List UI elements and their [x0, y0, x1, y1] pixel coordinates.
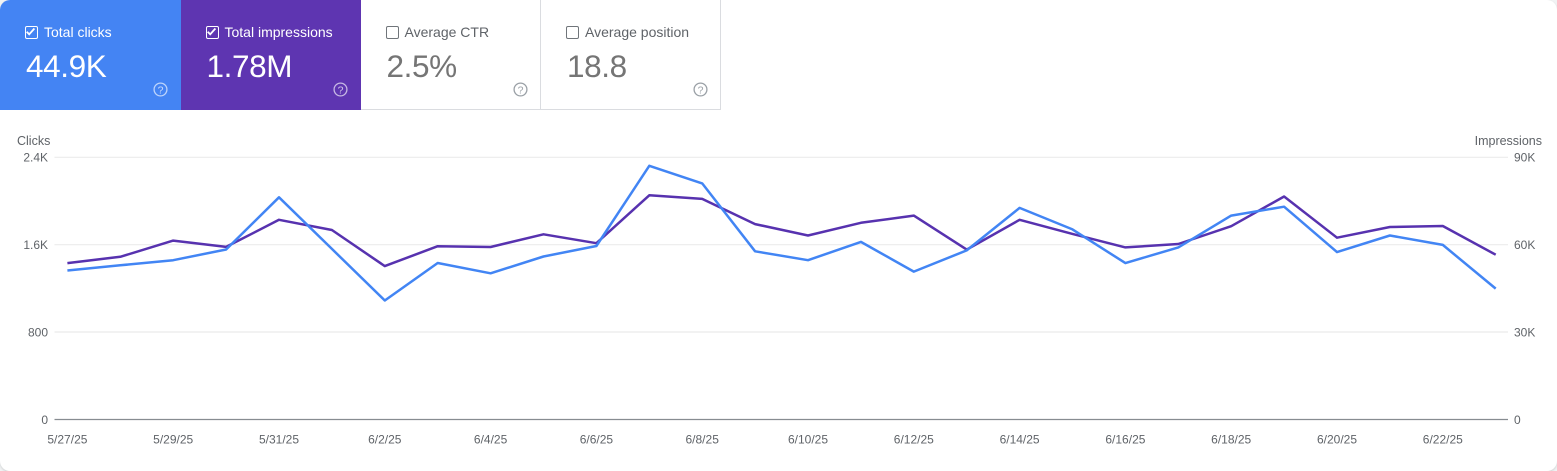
svg-text:5/29/25: 5/29/25	[153, 433, 193, 447]
svg-text:?: ?	[157, 84, 163, 96]
svg-text:6/20/25: 6/20/25	[1317, 433, 1357, 447]
svg-text:Impressions: Impressions	[1475, 134, 1542, 148]
svg-text:6/6/25: 6/6/25	[580, 433, 614, 447]
svg-text:6/18/25: 6/18/25	[1211, 433, 1251, 447]
svg-text:60K: 60K	[1514, 238, 1535, 252]
svg-text:?: ?	[697, 84, 703, 96]
svg-text:30K: 30K	[1514, 325, 1535, 339]
svg-text:6/4/25: 6/4/25	[474, 433, 508, 447]
svg-text:Clicks: Clicks	[17, 134, 50, 148]
svg-text:?: ?	[338, 84, 344, 96]
svg-text:6/12/25: 6/12/25	[894, 433, 934, 447]
svg-text:90K: 90K	[1514, 151, 1535, 165]
svg-text:0: 0	[41, 413, 48, 427]
svg-text:1.6K: 1.6K	[23, 238, 48, 252]
svg-text:800: 800	[28, 325, 48, 339]
svg-text:6/22/25: 6/22/25	[1423, 433, 1463, 447]
svg-text:0: 0	[1514, 413, 1521, 427]
svg-text:5/31/25: 5/31/25	[259, 433, 299, 447]
svg-text:6/10/25: 6/10/25	[788, 433, 828, 447]
svg-text:6/8/25: 6/8/25	[686, 433, 720, 447]
svg-text:5/27/25: 5/27/25	[47, 433, 87, 447]
svg-text:6/2/25: 6/2/25	[368, 433, 402, 447]
svg-text:2.4K: 2.4K	[23, 151, 48, 165]
svg-text:6/14/25: 6/14/25	[1000, 433, 1040, 447]
svg-text:6/16/25: 6/16/25	[1105, 433, 1145, 447]
svg-text:?: ?	[518, 84, 524, 96]
